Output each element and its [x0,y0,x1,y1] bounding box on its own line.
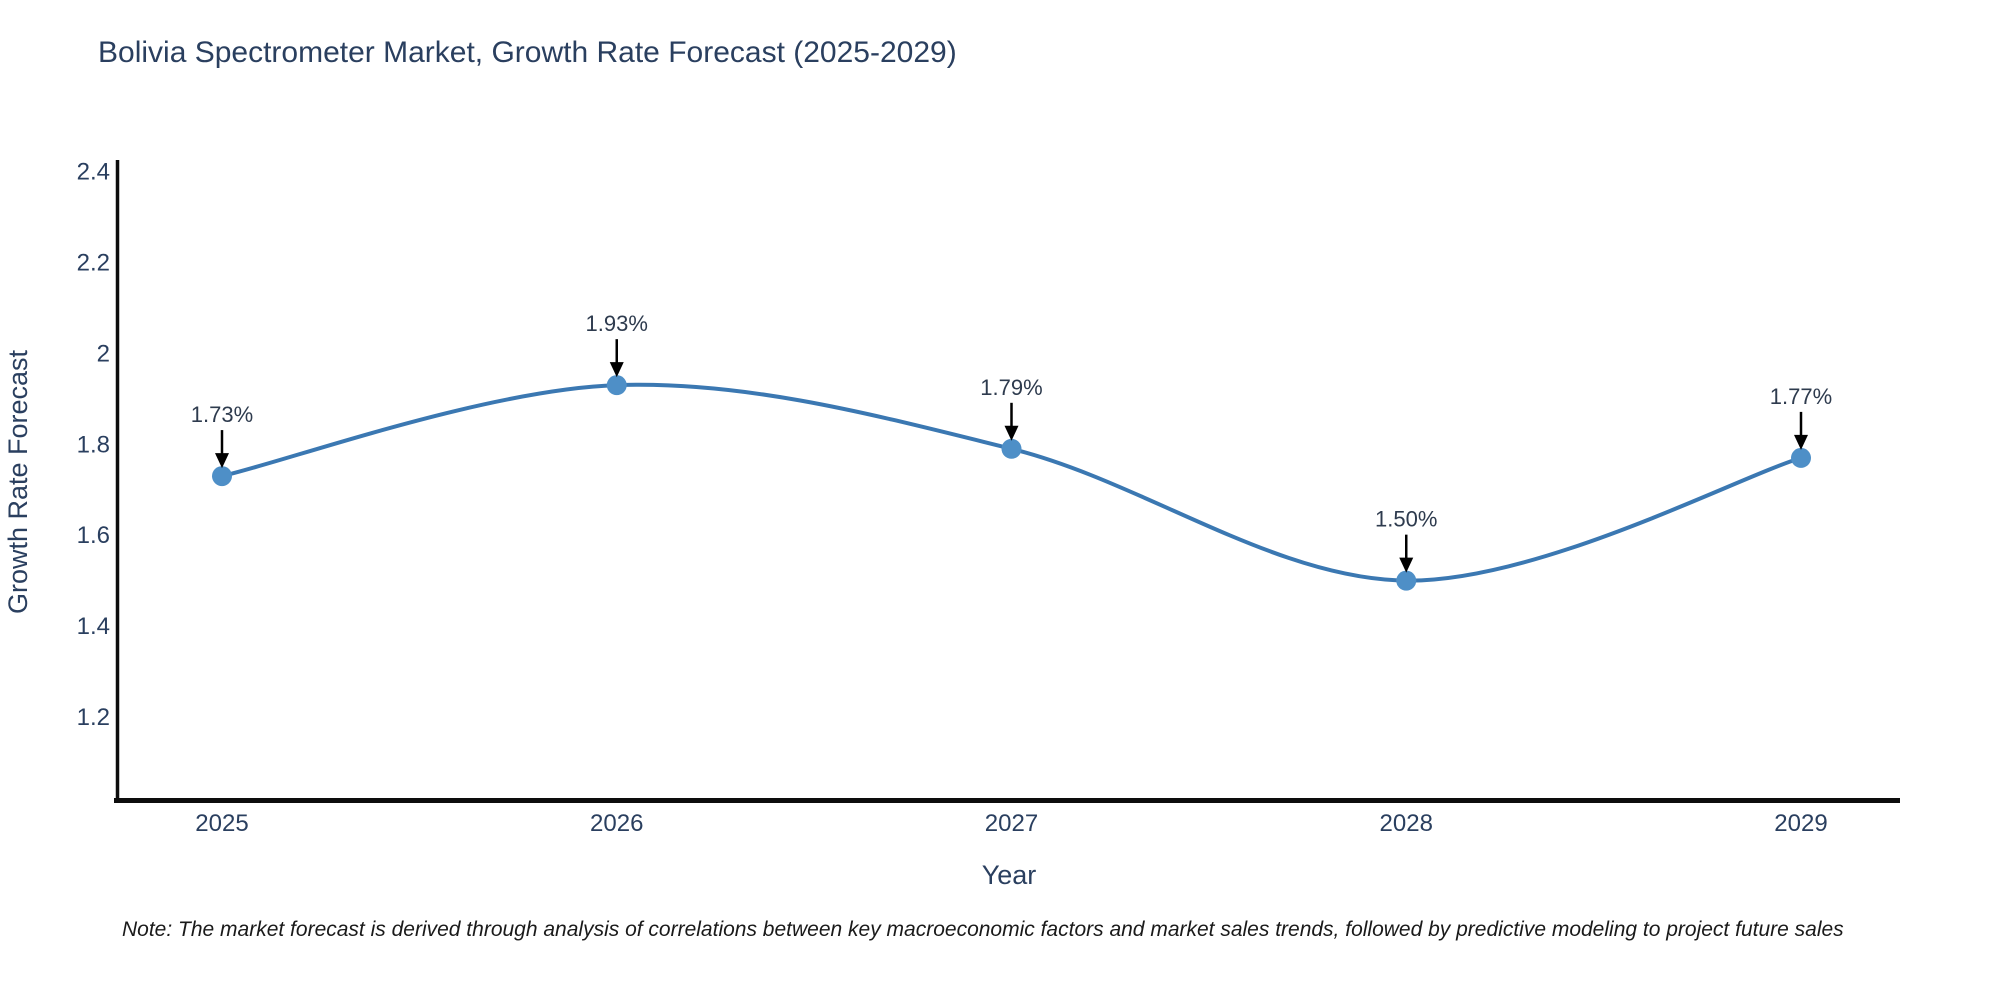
y-tick-label: 2 [97,340,110,367]
data-point-2025 [212,466,232,487]
y-axis-title: Growth Rate Forecast [3,349,33,614]
annotation-arrow-head [215,453,229,469]
x-tick-label: 2029 [1774,810,1827,837]
footnote: Note: The market forecast is derived thr… [122,918,1844,941]
series-group [212,375,1811,591]
point-value-label: 1.50% [1375,507,1437,532]
y-tick-label: 1.8 [77,431,110,458]
y-tick-label: 1.6 [77,522,110,549]
y-tick-label: 2.2 [77,249,110,276]
data-point-2027 [1001,438,1022,459]
data-point-2029 [1791,447,1811,468]
y-tick-label: 2.4 [77,159,110,186]
point-value-label: 1.79% [980,375,1042,400]
annotation-arrow-head [1399,557,1414,573]
annotations-group: 1.73% 1.93% 1.79% 1.50% 1.77% [191,311,1832,573]
x-tick-label: 2027 [985,810,1038,837]
annotation-arrow-head [609,362,624,378]
axes-group: 2.4 2.2 2 1.8 1.6 1.4 1.2 2025 2026 2027 2028 2029 [77,159,1900,837]
y-tick-label: 1.2 [77,704,110,731]
point-value-label: 1.93% [586,311,648,336]
point-value-label: 1.73% [191,402,253,427]
x-tick-label: 2026 [590,810,643,837]
x-tick-label: 2025 [195,810,248,837]
y-tick-label: 1.4 [77,613,110,640]
chart-title: Bolivia Spectrometer Market, Growth Rate… [98,36,957,69]
annotation-arrow-head [1794,434,1808,450]
x-axis-title: Year [982,860,1037,890]
annotation-arrow-head [1004,425,1019,441]
data-point-2026 [606,375,627,396]
point-value-label: 1.77% [1770,384,1832,409]
data-point-2028 [1396,570,1417,591]
x-tick-label: 2028 [1380,810,1433,837]
